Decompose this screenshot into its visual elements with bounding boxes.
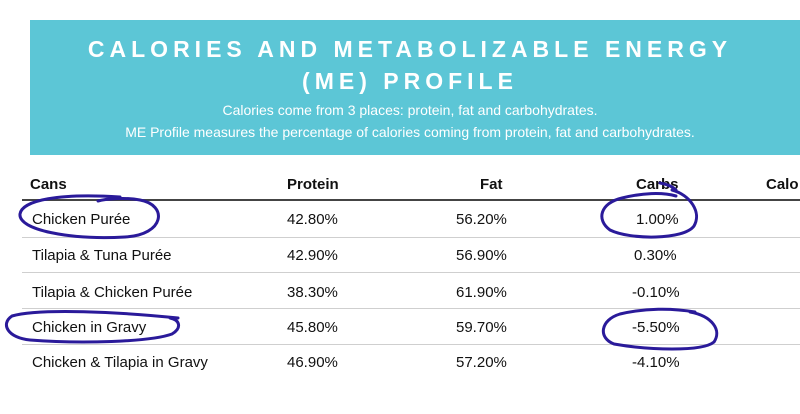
header-fat: Fat	[480, 176, 503, 193]
row-carbs: -5.50%	[632, 319, 680, 336]
row-carbs: 0.30%	[634, 247, 677, 264]
row-name: Tilapia & Chicken Purée	[32, 284, 193, 301]
row-divider	[22, 344, 800, 345]
row-divider	[22, 308, 800, 309]
banner-title-line2: (ME) PROFILE	[302, 68, 518, 94]
banner-subtitle-line1: Calories come from 3 places: protein, fa…	[222, 102, 598, 118]
header-banner: CALORIES AND METABOLIZABLE ENERGY (ME) P…	[30, 20, 800, 155]
row-name: Chicken & Tilapia in Gravy	[32, 354, 208, 371]
row-fat: 56.20%	[456, 211, 507, 228]
row-name: Chicken Purée	[32, 211, 131, 228]
row-fat: 57.20%	[456, 354, 507, 371]
row-name: Chicken in Gravy	[32, 319, 147, 336]
row-carbs: -0.10%	[632, 284, 680, 301]
ink-circle-carbs-1	[600, 181, 698, 239]
row-divider	[22, 237, 800, 238]
header-cans: Cans	[30, 176, 67, 193]
row-carbs: -4.10%	[632, 354, 680, 371]
row-protein: 45.80%	[287, 319, 338, 336]
banner-subtitle-line2: ME Profile measures the percentage of ca…	[125, 124, 695, 140]
row-fat: 56.90%	[456, 247, 507, 264]
ink-circle-carbs-2	[602, 307, 719, 351]
row-protein: 42.80%	[287, 211, 338, 228]
ink-circle-chicken-puree	[18, 194, 160, 239]
row-protein: 38.30%	[287, 284, 338, 301]
row-carbs: 1.00%	[636, 211, 679, 228]
header-rule	[22, 199, 800, 201]
header-protein: Protein	[287, 176, 339, 193]
header-carbs: Carbs	[636, 176, 679, 193]
banner-title-line1: CALORIES AND METABOLIZABLE ENERGY	[87, 36, 733, 62]
header-calories: Calo	[766, 176, 799, 193]
ink-circle-chicken-gravy	[5, 310, 180, 344]
row-fat: 61.90%	[456, 284, 507, 301]
row-name: Tilapia & Tuna Purée	[32, 247, 172, 264]
row-protein: 46.90%	[287, 354, 338, 371]
row-protein: 42.90%	[287, 247, 338, 264]
row-divider	[22, 272, 800, 273]
row-fat: 59.70%	[456, 319, 507, 336]
